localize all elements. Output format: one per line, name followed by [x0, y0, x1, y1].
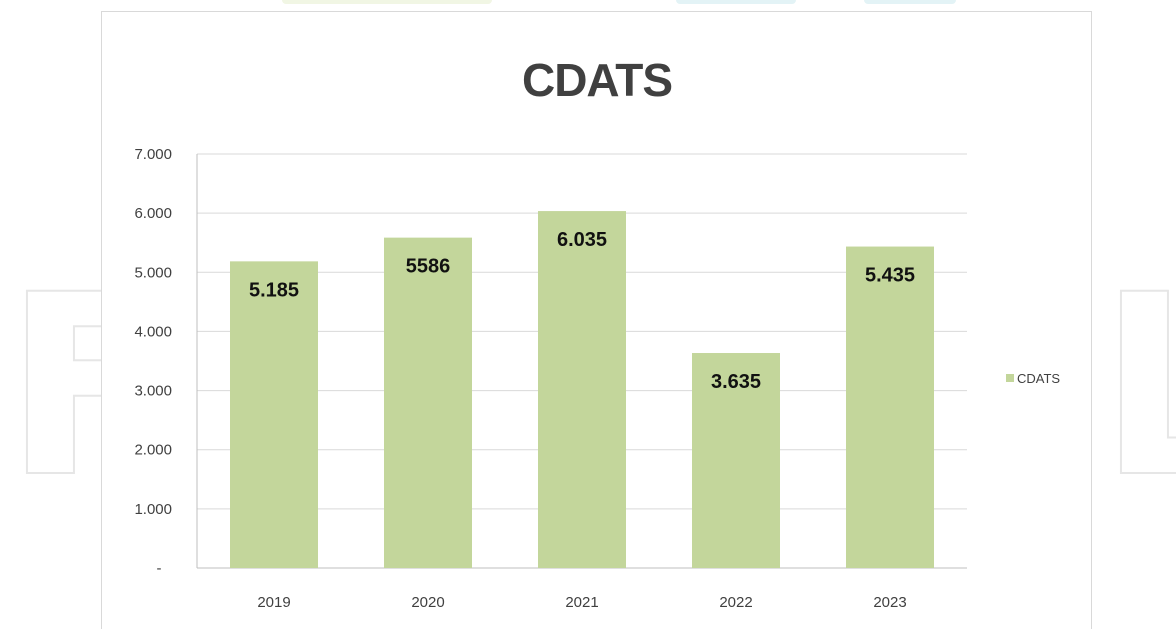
data-label-2019: 5.185	[249, 279, 299, 301]
chart: CDATS - 1.000 2.000 3.000 4.000 5.000 6.000 7.0…	[134, 54, 1060, 611]
y-tick-label: 3.000	[134, 383, 172, 400]
data-label-2020: 5586	[406, 256, 451, 278]
y-tick-label: 7.000	[134, 146, 172, 163]
x-tick-label: 2023	[873, 594, 906, 611]
data-label-2023: 5.435	[865, 265, 915, 287]
top-banner-strip	[282, 0, 492, 4]
bar-2019	[230, 261, 318, 568]
data-label-2021: 6.035	[557, 229, 607, 251]
y-tick-label: 4.000	[134, 323, 172, 340]
bar-2023	[846, 246, 934, 568]
data-label-2022: 3.635	[711, 371, 761, 393]
y-tick-label: -	[157, 560, 162, 577]
x-tick-label: 2020	[411, 594, 444, 611]
top-banner-strip	[864, 0, 956, 4]
x-tick-label: 2021	[565, 594, 598, 611]
x-tick-label: 2022	[719, 594, 752, 611]
bar-2022	[692, 353, 780, 568]
x-tick-label: 2019	[257, 594, 290, 611]
top-banner-strip	[676, 0, 796, 4]
watermark-letter-right: L	[1097, 261, 1176, 513]
chart-title: CDATS	[522, 54, 672, 106]
bar-2020	[384, 237, 472, 569]
y-tick-label: 6.000	[134, 205, 172, 222]
legend-swatch	[1006, 374, 1014, 382]
legend-label: CDATS	[1017, 371, 1060, 386]
y-tick-label: 2.000	[134, 442, 172, 459]
bar-2021	[538, 211, 626, 568]
y-tick-label: 5.000	[134, 264, 172, 281]
y-tick-label: 1.000	[134, 501, 172, 518]
chart-frame: CDATS - 1.000 2.000 3.000 4.000 5.000 6.000 7.0…	[101, 11, 1092, 629]
